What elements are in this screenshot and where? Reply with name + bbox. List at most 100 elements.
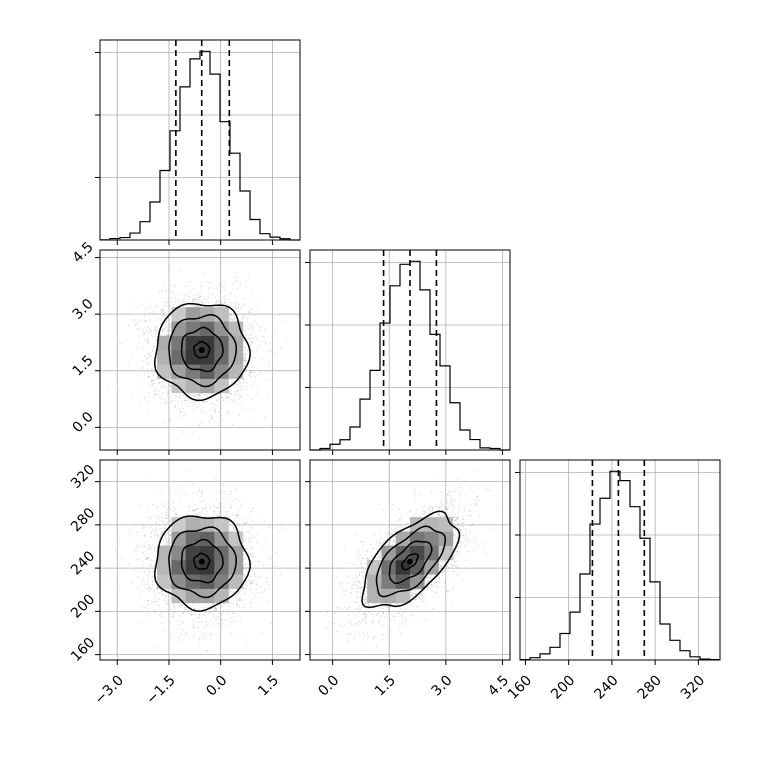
density-cell — [424, 517, 439, 532]
y-tick-label-1-1: 1.5 — [70, 352, 97, 379]
x-tick-label-0-1: −1.5 — [143, 672, 178, 707]
density-cell — [214, 321, 229, 337]
density-cell — [228, 531, 244, 547]
density-cell — [171, 531, 187, 547]
density-cell — [171, 321, 187, 337]
mode-marker — [198, 558, 205, 565]
density-cell — [200, 531, 215, 547]
histogram-panel-2 — [515, 460, 720, 661]
density-cell — [410, 574, 425, 589]
density-cell — [185, 574, 201, 589]
density-cell — [410, 545, 425, 561]
contour-2-0-0 — [193, 552, 211, 571]
density-cell — [214, 574, 229, 589]
histogram-step-2 — [520, 470, 720, 661]
density-cell — [200, 335, 215, 351]
contour-2-1-1 — [388, 540, 433, 585]
contour-2-1-0 — [401, 553, 420, 571]
contour-2-1-3 — [361, 510, 461, 609]
density-cell — [185, 335, 201, 351]
x-tick-label-1-0: 0.0 — [315, 672, 342, 699]
y-tick-label-2-4: 320 — [68, 462, 98, 492]
density-cell — [214, 517, 229, 532]
density-cell — [185, 517, 201, 532]
density-cell — [424, 531, 439, 547]
scatter-frame-1-0 — [99, 249, 301, 451]
scatter-panel-1-0 — [100, 250, 300, 450]
density-cell — [214, 307, 229, 322]
scatter-panel-2-1 — [310, 460, 510, 660]
density-cell — [185, 588, 201, 604]
x-tick-label-0-3: 1.5 — [255, 672, 282, 699]
density-cell — [171, 378, 187, 394]
histogram-panel-1 — [305, 250, 510, 451]
density-cell — [395, 588, 411, 604]
x-tick-label-2-1: 200 — [548, 672, 578, 702]
mode-marker — [407, 558, 413, 565]
density-cell — [395, 531, 411, 547]
x-tick-label-2-2: 240 — [591, 672, 621, 702]
density-cell — [185, 560, 201, 575]
y-tick-label-2-3: 280 — [68, 505, 98, 535]
contour-2-0-2 — [168, 526, 237, 599]
density-cell — [171, 350, 187, 365]
density-cell — [171, 560, 187, 575]
density-cell — [381, 560, 397, 575]
x-tick-label-2-3: 280 — [635, 672, 665, 702]
scatter-frame-2-1 — [309, 459, 511, 661]
density-cell — [171, 517, 187, 532]
density-cell — [438, 517, 454, 532]
density-cell — [200, 545, 215, 561]
density-cell — [185, 545, 201, 561]
contour-1-0-1 — [180, 326, 224, 373]
scatter-points-2-0 — [107, 470, 287, 652]
density-cell — [157, 350, 172, 365]
histogram-frame-1 — [309, 249, 511, 451]
density-cell — [171, 307, 187, 322]
density-cell — [157, 574, 172, 589]
y-tick-label-2-1: 200 — [68, 591, 98, 621]
y-tick-label-1-0: 0.0 — [70, 409, 97, 436]
density-cell — [157, 545, 172, 561]
x-tick-label-2-4: 320 — [678, 672, 708, 702]
density-cell — [200, 574, 215, 589]
x-tick-label-2-0: 160 — [505, 672, 535, 702]
density-cell — [157, 364, 172, 379]
density-cell — [228, 364, 244, 379]
density-cell — [171, 588, 187, 604]
contour-2-0-3 — [153, 515, 251, 612]
density-cell — [200, 307, 215, 322]
density-cell — [381, 574, 397, 589]
x-tick-label-0-0: −3.0 — [92, 672, 127, 707]
density-cell — [214, 364, 229, 379]
scatter-points-2-1 — [326, 470, 498, 652]
scatter-frame-2-0 — [99, 459, 301, 661]
mode-marker — [198, 347, 205, 353]
contour-1-0-2 — [168, 314, 237, 388]
histogram-frame-0 — [99, 39, 301, 241]
density-cell — [200, 588, 215, 604]
density-cell — [157, 335, 172, 351]
density-cell — [228, 574, 244, 589]
histogram-panel-0 — [95, 40, 300, 241]
contour-2-1-2 — [375, 525, 446, 598]
density-cell — [395, 545, 411, 561]
contour-2-0-1 — [180, 538, 224, 584]
y-tick-label-1-3: 4.5 — [70, 239, 97, 266]
density-cell — [171, 364, 187, 379]
y-tick-label-2-0: 160 — [68, 635, 98, 665]
scatter-points-1-0 — [107, 262, 287, 434]
x-tick-label-1-1: 1.5 — [372, 672, 399, 699]
scatter-panel-2-0 — [100, 460, 300, 660]
density-cell — [157, 560, 172, 575]
histogram-step-0 — [100, 50, 300, 241]
density-cell — [228, 350, 244, 365]
density-cell — [185, 350, 201, 365]
contour-1-0-0 — [193, 340, 211, 359]
x-tick-label-1-2: 3.0 — [429, 672, 456, 699]
density-cell — [214, 531, 229, 547]
histogram-frame-2 — [519, 459, 721, 661]
x-tick-label-0-2: 0.0 — [203, 672, 230, 699]
density-cell — [367, 574, 382, 589]
